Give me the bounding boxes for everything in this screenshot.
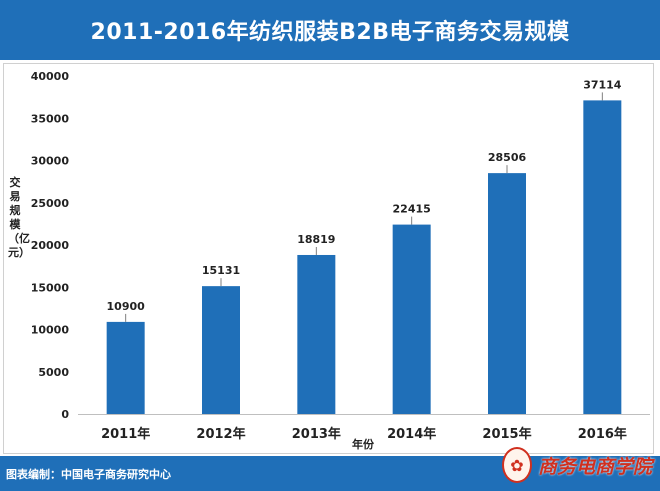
x-tick-label: 2012年: [196, 426, 245, 442]
x-tick-label: 2014年: [387, 426, 436, 442]
y-tick-label: 5000: [38, 366, 69, 379]
y-tick-label: 0: [61, 408, 69, 421]
bar: [488, 173, 526, 414]
logo-text: 商务电商学院: [537, 455, 652, 478]
bar: [583, 100, 622, 414]
y-tick-label: 35000: [31, 112, 70, 125]
title-bar: 2011-2016年纺织服装B2B电子商务交易规模: [0, 0, 660, 60]
data-label: 28506: [488, 151, 527, 164]
bar: [202, 286, 240, 414]
data-label: 10900: [107, 300, 146, 313]
x-tick-label: 2016年: [578, 426, 627, 442]
y-tick-label: 10000: [31, 324, 70, 337]
bar: [392, 224, 431, 414]
data-label: 22415: [393, 203, 431, 216]
x-tick-label: 2013年: [292, 426, 341, 442]
x-tick-label: 2011年: [101, 426, 150, 442]
y-axis-label: 交易规模（亿元）: [8, 176, 30, 259]
y-tick-label: 15000: [31, 281, 70, 294]
data-label: 15131: [202, 264, 240, 277]
y-tick-label: 25000: [31, 197, 70, 210]
source-note: 图表编制：中国电子商务研究中心: [6, 468, 171, 481]
x-tick-label: 2015年: [482, 426, 531, 442]
plot-frame: [3, 63, 654, 454]
y-tick-label: 20000: [31, 239, 70, 252]
x-axis-label: 年份: [352, 438, 374, 451]
brand-logo: ✿ 商务电商学院: [502, 443, 652, 487]
footer-bar: 图表编制：中国电子商务研究中心: [0, 456, 660, 491]
data-label: 37114: [583, 78, 622, 91]
chart-title: 2011-2016年纺织服装B2B电子商务交易规模: [90, 20, 570, 45]
y-tick-label: 40000: [31, 70, 70, 83]
y-tick-label: 30000: [31, 155, 70, 168]
bar: [106, 321, 145, 414]
data-label: 18819: [297, 233, 335, 246]
bar: [297, 254, 336, 414]
bar-chart: 0 5000 10000 15000 20000 25000 30000 35000 40000…: [31, 70, 650, 442]
seal-icon: ✿: [502, 447, 532, 483]
